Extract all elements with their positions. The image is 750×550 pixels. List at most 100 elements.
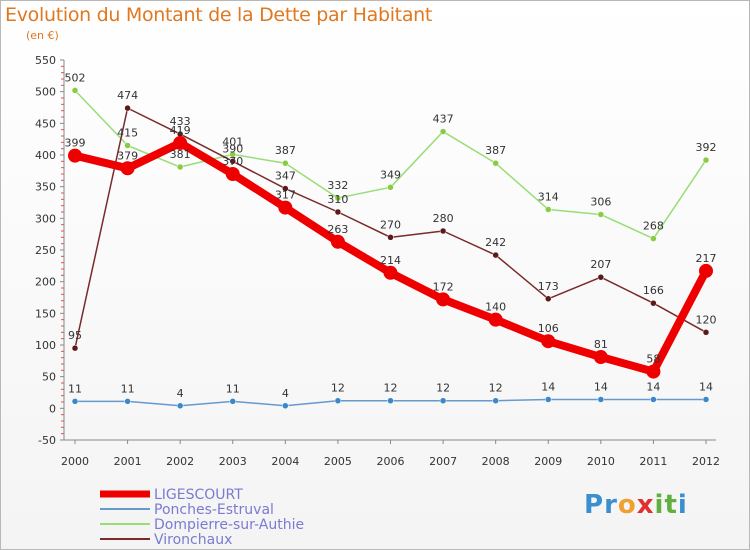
series-point-1 [545,396,552,403]
series-point-0 [436,292,451,307]
data-label-0: 379 [117,149,138,162]
data-label-3: 120 [696,313,717,326]
data-label-3: 433 [170,115,191,128]
data-label-3: 270 [380,218,401,231]
legend-label: Ponches-Estruval [154,502,274,518]
series-point-3 [71,344,79,352]
series-point-3 [334,208,342,216]
data-label-0: 419 [170,124,191,137]
data-label-1: 14 [594,380,608,393]
y-tick-label: 0 [49,402,56,415]
data-label-3: 347 [275,170,296,183]
series-point-1 [597,396,605,403]
data-label-0: 263 [327,223,348,236]
series-point-2 [387,184,394,191]
data-label-3: 390 [222,142,243,155]
data-label-3: 310 [327,193,348,206]
logo-letter: t [664,490,678,520]
x-tick-label: 2008 [482,455,510,468]
data-label-1: 11 [226,382,240,395]
data-label-1: 12 [436,382,450,395]
series-point-2 [492,159,499,167]
x-tick-label: 2009 [534,455,562,468]
data-label-0: 399 [65,137,86,150]
data-label-3: 474 [117,89,138,102]
data-label-1: 14 [541,380,555,393]
series-point-0 [488,312,503,327]
logo-letter: o [617,490,637,520]
data-label-2: 502 [65,71,86,84]
series-point-2 [545,206,552,213]
series-point-2 [71,87,79,94]
x-tick-label: 2004 [271,455,299,468]
logo-letter: i [654,490,665,520]
series-point-2 [176,163,184,171]
series-point-1 [71,398,79,405]
x-tick-label: 2012 [692,455,720,468]
data-label-2: 387 [275,144,296,157]
series-point-0 [120,161,135,176]
legend-label: Vironchaux [154,532,232,548]
series-point-0 [225,167,240,181]
y-tick-label: 550 [35,54,56,67]
series-point-3 [650,299,657,307]
logo-letter: i [677,490,688,520]
series-point-2 [650,235,657,242]
legend-label: LIGESCOURT [154,487,243,503]
series-point-1 [387,397,394,404]
data-label-1: 14 [699,380,713,393]
series-point-1 [124,398,131,405]
y-tick-label: 500 [35,86,56,99]
y-tick-label: 350 [35,181,56,194]
series-point-1 [650,396,657,403]
x-tick-label: 2000 [61,455,89,468]
series-point-1 [282,402,289,410]
series-point-3 [702,329,710,336]
series-point-1 [229,398,236,405]
data-label-2: 349 [380,168,401,181]
series-point-0 [278,200,293,215]
data-label-0: 106 [538,322,559,335]
data-label-0: 140 [485,301,506,314]
logo-letter: r [604,490,618,520]
data-label-1: 4 [177,387,184,400]
series-point-0 [541,334,556,349]
series-point-1 [176,402,184,410]
series-point-0 [330,234,345,249]
series-point-0 [699,263,713,278]
data-label-3: 173 [538,280,559,293]
data-label-0: 172 [433,280,454,293]
legend-label: Dompierre-sur-Authie [154,517,304,533]
series-point-0 [68,148,82,163]
data-label-2: 415 [117,127,138,140]
y-tick-label: 250 [35,244,56,257]
data-label-3: 95 [68,329,82,342]
y-tick-label: 400 [35,149,56,162]
series-point-2 [334,194,342,202]
data-label-1: 12 [384,382,398,395]
series-point-2 [229,151,236,158]
proxiti-logo: Proxiti [584,490,688,520]
series-point-3 [545,295,552,303]
data-label-2: 332 [327,179,348,192]
chart-subtitle: (en €) [26,29,59,42]
series-point-0 [173,135,188,150]
data-label-1: 12 [331,382,345,395]
x-tick-label: 2006 [377,455,405,468]
series-point-1 [334,397,342,404]
series-point-2 [702,156,710,164]
chart-title: Evolution du Montant de la Dette par Hab… [5,4,433,26]
data-label-2: 306 [590,196,611,209]
data-label-2: 392 [696,141,717,154]
data-label-3: 166 [643,284,664,297]
series-point-2 [439,128,447,135]
series-point-1 [702,396,710,403]
data-label-3: 242 [485,236,506,249]
series-point-1 [492,397,499,404]
y-tick-label: 150 [35,307,56,320]
y-tick-label: 200 [35,276,56,289]
x-tick-label: 2010 [587,455,615,468]
x-tick-label: 2002 [166,455,194,468]
